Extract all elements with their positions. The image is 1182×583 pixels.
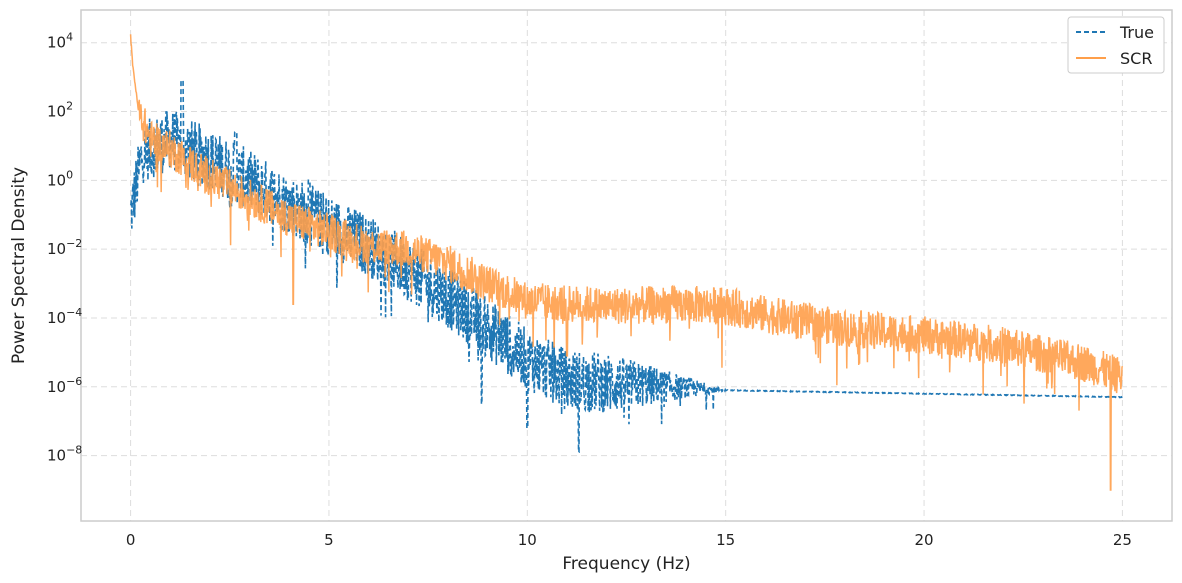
legend-true-label: True <box>1119 23 1154 42</box>
y-tick-label: 10−2 <box>47 237 82 258</box>
y-tick-label: 102 <box>47 100 73 121</box>
tick-labels: 0 5 10 15 20 25 104 102 100 10−2 10−4 10−6 10−8 <box>47 31 1132 549</box>
y-tick-label: 10−8 <box>47 444 82 465</box>
legend: True SCR <box>1067 16 1165 74</box>
x-tick-label: 5 <box>324 531 334 549</box>
series-line-true <box>129 79 1123 453</box>
x-tick-label: 20 <box>914 531 933 549</box>
x-tick-label: 15 <box>716 531 735 549</box>
plot-frame <box>80 9 1173 522</box>
grid <box>81 10 1172 521</box>
y-tick-label: 10−4 <box>47 306 82 327</box>
x-axis-label: Frequency (Hz) <box>562 554 690 574</box>
x-tick-label: 25 <box>1113 531 1132 549</box>
series-layer <box>129 34 1124 491</box>
series-line-scr <box>129 34 1124 491</box>
x-tick-label: 0 <box>126 531 136 549</box>
x-tick-label: 10 <box>518 531 537 549</box>
y-axis-label: Power Spectral Density <box>9 167 29 364</box>
y-tick-label: 100 <box>47 168 73 189</box>
y-tick-label: 10−6 <box>47 375 82 396</box>
y-tick-label: 104 <box>47 31 73 52</box>
legend-scr-label: SCR <box>1120 49 1152 68</box>
